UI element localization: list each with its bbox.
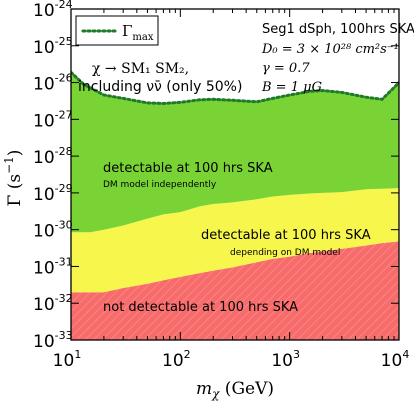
param-gamma: γ = 0.7 [262, 61, 310, 76]
region-model-independent [71, 72, 399, 233]
legend: Γmax [75, 15, 159, 46]
y-tick-label: 10-29 [33, 182, 73, 205]
y-tick-label: 10-32 [33, 292, 73, 315]
x-axis-title: mχ (GeV) [196, 379, 274, 401]
region-green-label: detectable at 100 hrs SKA [103, 161, 273, 176]
param-target: Seg1 dSph, 100hrs SKA [262, 22, 414, 37]
x-tick-labels: 101 102 103 104 [53, 348, 410, 371]
y-tick-label: 10-27 [33, 108, 73, 131]
region-not-detectable-hatch [71, 241, 399, 340]
gamma-max-line [71, 70, 399, 106]
x-tick-label: 104 [381, 348, 410, 371]
region-red-label: not detectable at 100 hrs SKA [103, 300, 298, 315]
y-tick-label: 10-28 [33, 145, 73, 168]
region-yellow-label: detectable at 100 hrs SKA [201, 228, 371, 243]
y-tick-label: 10-30 [33, 219, 73, 242]
x-tick-label: 101 [53, 348, 82, 371]
region-model-dependent [71, 188, 399, 293]
y-axis-title: Γ (s−1) [2, 150, 25, 207]
y-tick-label: 10-31 [33, 255, 73, 278]
region-yellow-sublabel: depending on DM model [230, 248, 340, 258]
legend-label: Γmax [122, 22, 154, 43]
x-tick-label: 102 [162, 348, 191, 371]
process-line-2: including νν̄ (only 50%) [78, 79, 242, 95]
y-tick-label: 10-25 [33, 35, 73, 58]
x-tick-label: 103 [271, 348, 300, 371]
y-tick-label: 10-26 [33, 72, 73, 95]
y-tick-label: 10-24 [33, 0, 73, 21]
y-tick-label: 10-33 [33, 329, 73, 352]
y-tick-labels: 10-33 10-32 10-31 10-30 10-29 10-28 10-27 10-26… [33, 0, 73, 352]
param-b: B = 1 μG [261, 80, 322, 95]
region-green-sublabel: DM model independently [103, 180, 217, 190]
process-line-1: χ → SM₁ SM₂, [92, 61, 189, 77]
param-d0: D₀ = 3 × 10²⁸ cm²s⁻¹ [261, 42, 399, 57]
plot-frame [70, 8, 400, 341]
